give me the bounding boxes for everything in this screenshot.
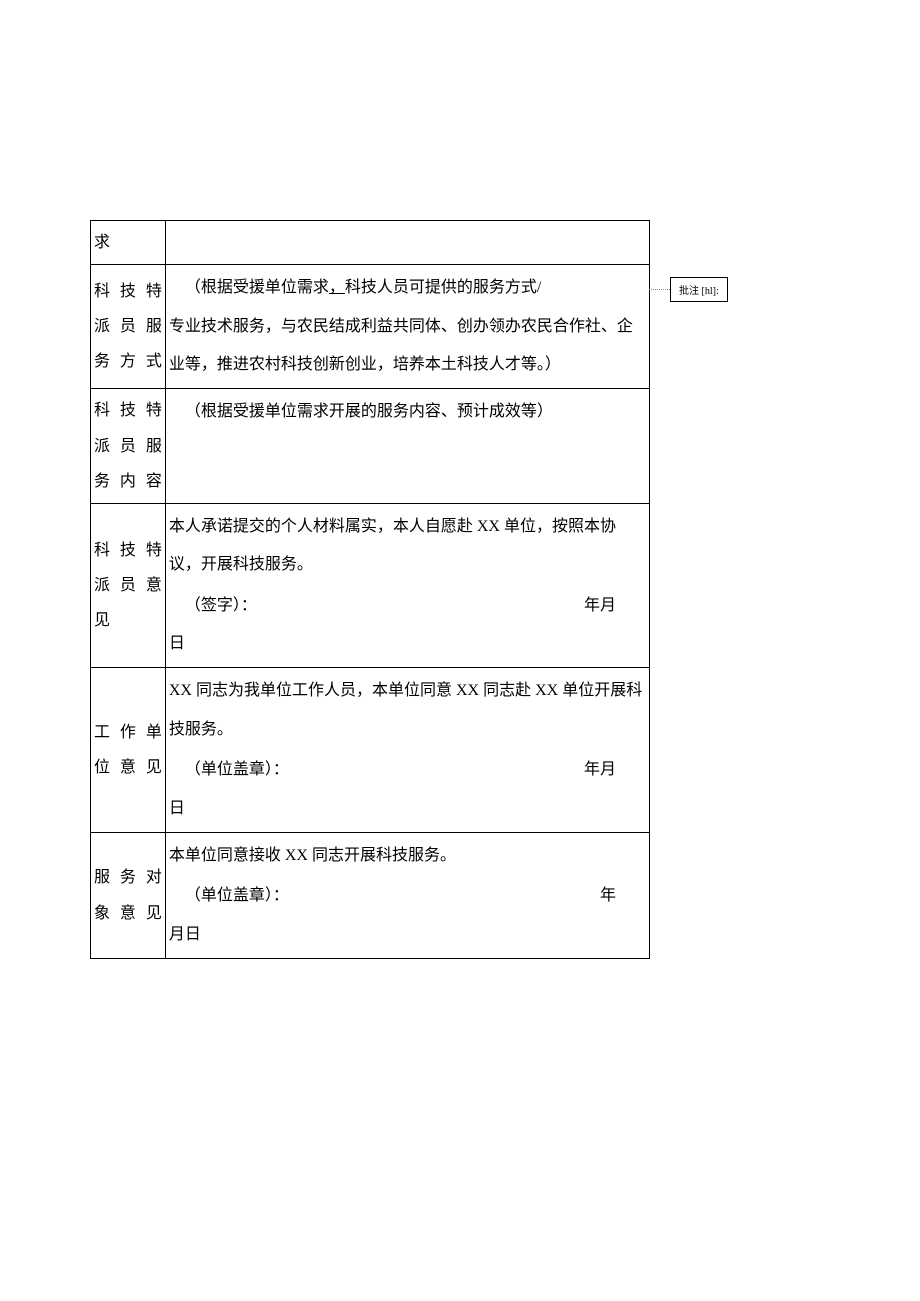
row-label: 服 务 对象意见: [91, 833, 166, 959]
row-label: 求: [91, 221, 166, 265]
row-content: 本人承诺提交的个人材料属实，本人自愿赴 XX 单位，按照本协议，开展科技服务。 …: [165, 503, 649, 668]
content-text: 本人承诺提交的个人材料属实，本人自愿赴 XX 单位，按照本协议，开展科技服务。: [169, 508, 646, 585]
row-label: 科 技 特派 员 服务方式: [91, 265, 166, 389]
table-row: 科 技 特派 员 服务方式 （根据受援单位需求，科技人员可提供的服务方式/ 专业…: [91, 265, 650, 389]
signature-label: （签字）：: [169, 587, 257, 625]
date-label: 年: [600, 877, 616, 915]
row-content: （根据受援单位需求，科技人员可提供的服务方式/ 专业技术服务，与农民结成利益共同…: [165, 265, 649, 389]
signature-line: （单位盖章）： 年: [169, 877, 646, 915]
table-row: 科 技 特派 员 服务内容 （根据受援单位需求开展的服务内容、预计成效等）: [91, 389, 650, 504]
content-text: XX 同志为我单位工作人员，本单位同意 XX 同志赴 XX 单位开展科技服务。: [169, 672, 646, 749]
comment-label: 批注 [hl]:: [679, 286, 719, 297]
content-text: 专业技术服务，与农民结成利益共同体、创办领办农民合作社、企业等，推进农村科技创新…: [169, 308, 646, 385]
content-text: （根据受援单位需求开展的服务内容、预计成效等）: [169, 393, 646, 431]
text-underline: ，: [329, 279, 345, 296]
table-row: 工 作 单位意见 XX 同志为我单位工作人员，本单位同意 XX 同志赴 XX 单…: [91, 668, 650, 833]
row-content: （根据受援单位需求开展的服务内容、预计成效等）: [165, 389, 649, 504]
content-text: （根据受援单位需求，科技人员可提供的服务方式/: [169, 269, 646, 307]
date-label: 年月: [584, 751, 616, 789]
comment-connector: [649, 289, 670, 290]
signature-line: （单位盖章）： 年月: [169, 751, 646, 789]
table-row: 求: [91, 221, 650, 265]
row-content: 本单位同意接收 XX 同志开展科技服务。 （单位盖章）： 年 月日: [165, 833, 649, 959]
signature-label: （单位盖章）：: [169, 877, 289, 915]
row-label: 科 技 特派 员 意见: [91, 503, 166, 668]
text-part: （根据受援单位需求: [185, 279, 329, 296]
content-text: 本单位同意接收 XX 同志开展科技服务。: [169, 837, 646, 875]
date-label: 年月: [584, 587, 616, 625]
row-label: 科 技 特派 员 服务内容: [91, 389, 166, 504]
signature-line: （签字）： 年月: [169, 587, 646, 625]
row-content: [165, 221, 649, 265]
row-label: 工 作 单位意见: [91, 668, 166, 833]
table-row: 服 务 对象意见 本单位同意接收 XX 同志开展科技服务。 （单位盖章）： 年 …: [91, 833, 650, 959]
date-suffix: 月日: [169, 916, 646, 954]
row-content: XX 同志为我单位工作人员，本单位同意 XX 同志赴 XX 单位开展科技服务。 …: [165, 668, 649, 833]
date-suffix: 日: [169, 625, 646, 663]
signature-label: （单位盖章）：: [169, 751, 289, 789]
date-suffix: 日: [169, 790, 646, 828]
table-row: 科 技 特派 员 意见 本人承诺提交的个人材料属实，本人自愿赴 XX 单位，按照…: [91, 503, 650, 668]
text-part: 科技人员可提供的服务方式/: [345, 279, 541, 296]
comment-box: 批注 [hl]:: [670, 277, 728, 302]
form-table: 求 科 技 特派 员 服务方式 （根据受援单位需求，科技人员可提供的服务方式/ …: [90, 220, 650, 959]
